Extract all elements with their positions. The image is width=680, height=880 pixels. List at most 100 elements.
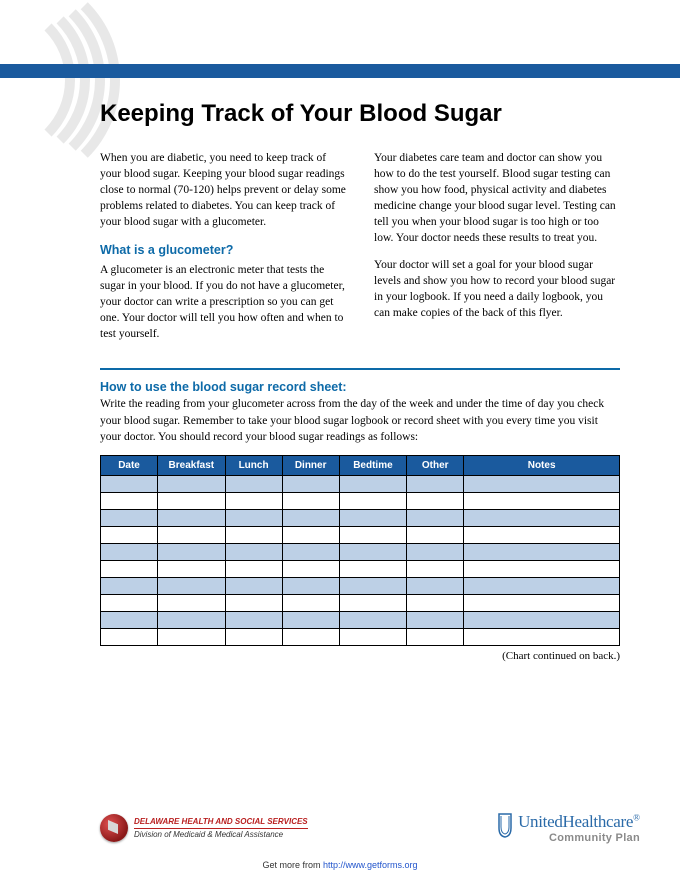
table-row xyxy=(101,492,620,509)
table-cell xyxy=(158,475,225,492)
table-cell xyxy=(407,628,464,645)
table-row xyxy=(101,543,620,560)
intro-col-left: When you are diabetic, you need to keep … xyxy=(100,150,346,352)
dhss-division: Division of Medicaid & Medical Assistanc… xyxy=(134,830,308,840)
table-header-cell: Lunch xyxy=(225,455,282,475)
table-cell xyxy=(464,577,620,594)
goal-text: Your doctor will set a goal for your blo… xyxy=(374,257,620,321)
table-cell xyxy=(282,577,339,594)
uhc-registered-icon: ® xyxy=(633,813,640,823)
table-cell xyxy=(101,543,158,560)
table-cell xyxy=(464,509,620,526)
table-row xyxy=(101,560,620,577)
table-cell xyxy=(225,492,282,509)
table-cell xyxy=(158,577,225,594)
table-header-cell: Breakfast xyxy=(158,455,225,475)
table-cell xyxy=(158,594,225,611)
table-header-cell: Dinner xyxy=(282,455,339,475)
table-header-cell: Bedtime xyxy=(339,455,406,475)
care-team-text: Your diabetes care team and doctor can s… xyxy=(374,150,620,247)
chart-continued-note: (Chart continued on back.) xyxy=(100,650,620,662)
table-cell xyxy=(464,543,620,560)
table-cell xyxy=(407,577,464,594)
getmore-link[interactable]: http://www.getforms.org xyxy=(323,860,418,870)
glucometer-subhead: What is a glucometer? xyxy=(100,242,346,260)
table-cell xyxy=(407,594,464,611)
uhc-logo-block: UnitedHealthcare® Community Plan xyxy=(496,812,640,844)
table-cell xyxy=(339,560,406,577)
table-cell xyxy=(339,594,406,611)
uhc-brand-name: UnitedHealthcare xyxy=(518,812,633,831)
table-row xyxy=(101,526,620,543)
table-cell xyxy=(407,543,464,560)
howto-heading: How to use the blood sugar record sheet: xyxy=(100,380,620,394)
howto-text: Write the reading from your glucometer a… xyxy=(100,396,620,444)
table-cell xyxy=(282,560,339,577)
table-header-cell: Other xyxy=(407,455,464,475)
intro-columns: When you are diabetic, you need to keep … xyxy=(100,150,620,352)
table-cell xyxy=(225,611,282,628)
table-cell xyxy=(282,526,339,543)
table-cell xyxy=(158,526,225,543)
table-cell xyxy=(282,594,339,611)
uhc-shield-icon xyxy=(496,812,514,838)
table-cell xyxy=(407,492,464,509)
table-cell xyxy=(158,492,225,509)
table-cell xyxy=(339,611,406,628)
table-cell xyxy=(339,577,406,594)
table-cell xyxy=(339,526,406,543)
table-header-cell: Date xyxy=(101,455,158,475)
table-cell xyxy=(101,509,158,526)
table-cell xyxy=(158,509,225,526)
source-footer: Get more from http://www.getforms.org xyxy=(0,860,680,870)
table-cell xyxy=(101,594,158,611)
table-cell xyxy=(101,492,158,509)
table-cell xyxy=(339,543,406,560)
uhc-subline: Community Plan xyxy=(518,832,640,844)
table-cell xyxy=(101,628,158,645)
table-row xyxy=(101,475,620,492)
table-cell xyxy=(158,628,225,645)
table-cell xyxy=(101,560,158,577)
table-cell xyxy=(158,560,225,577)
table-cell xyxy=(158,543,225,560)
table-row xyxy=(101,611,620,628)
table-cell xyxy=(339,628,406,645)
table-cell xyxy=(225,526,282,543)
table-cell xyxy=(282,509,339,526)
table-cell xyxy=(407,560,464,577)
table-cell xyxy=(225,594,282,611)
table-cell xyxy=(282,492,339,509)
intro-p1: When you are diabetic, you need to keep … xyxy=(100,150,346,230)
table-header-cell: Notes xyxy=(464,455,620,475)
table-cell xyxy=(225,628,282,645)
table-cell xyxy=(464,594,620,611)
table-cell xyxy=(464,560,620,577)
table-cell xyxy=(101,526,158,543)
table-cell xyxy=(464,475,620,492)
table-cell xyxy=(225,560,282,577)
blood-sugar-table: DateBreakfastLunchDinnerBedtimeOtherNote… xyxy=(100,455,620,646)
table-row xyxy=(101,577,620,594)
dhss-name: DELAWARE HEALTH AND SOCIAL SERVICES xyxy=(134,817,308,829)
table-cell xyxy=(225,509,282,526)
table-cell xyxy=(225,475,282,492)
section-divider xyxy=(100,368,620,370)
table-cell xyxy=(464,611,620,628)
table-row xyxy=(101,594,620,611)
table-row xyxy=(101,628,620,645)
table-cell xyxy=(339,475,406,492)
table-cell xyxy=(101,611,158,628)
table-cell xyxy=(339,509,406,526)
table-cell xyxy=(407,509,464,526)
dhss-seal-icon xyxy=(100,814,128,842)
table-cell xyxy=(225,577,282,594)
table-cell xyxy=(225,543,282,560)
table-cell xyxy=(101,475,158,492)
table-cell xyxy=(101,577,158,594)
table-cell xyxy=(282,475,339,492)
table-cell xyxy=(158,611,225,628)
table-cell xyxy=(407,475,464,492)
intro-col-right: Your diabetes care team and doctor can s… xyxy=(374,150,620,352)
table-cell xyxy=(464,526,620,543)
